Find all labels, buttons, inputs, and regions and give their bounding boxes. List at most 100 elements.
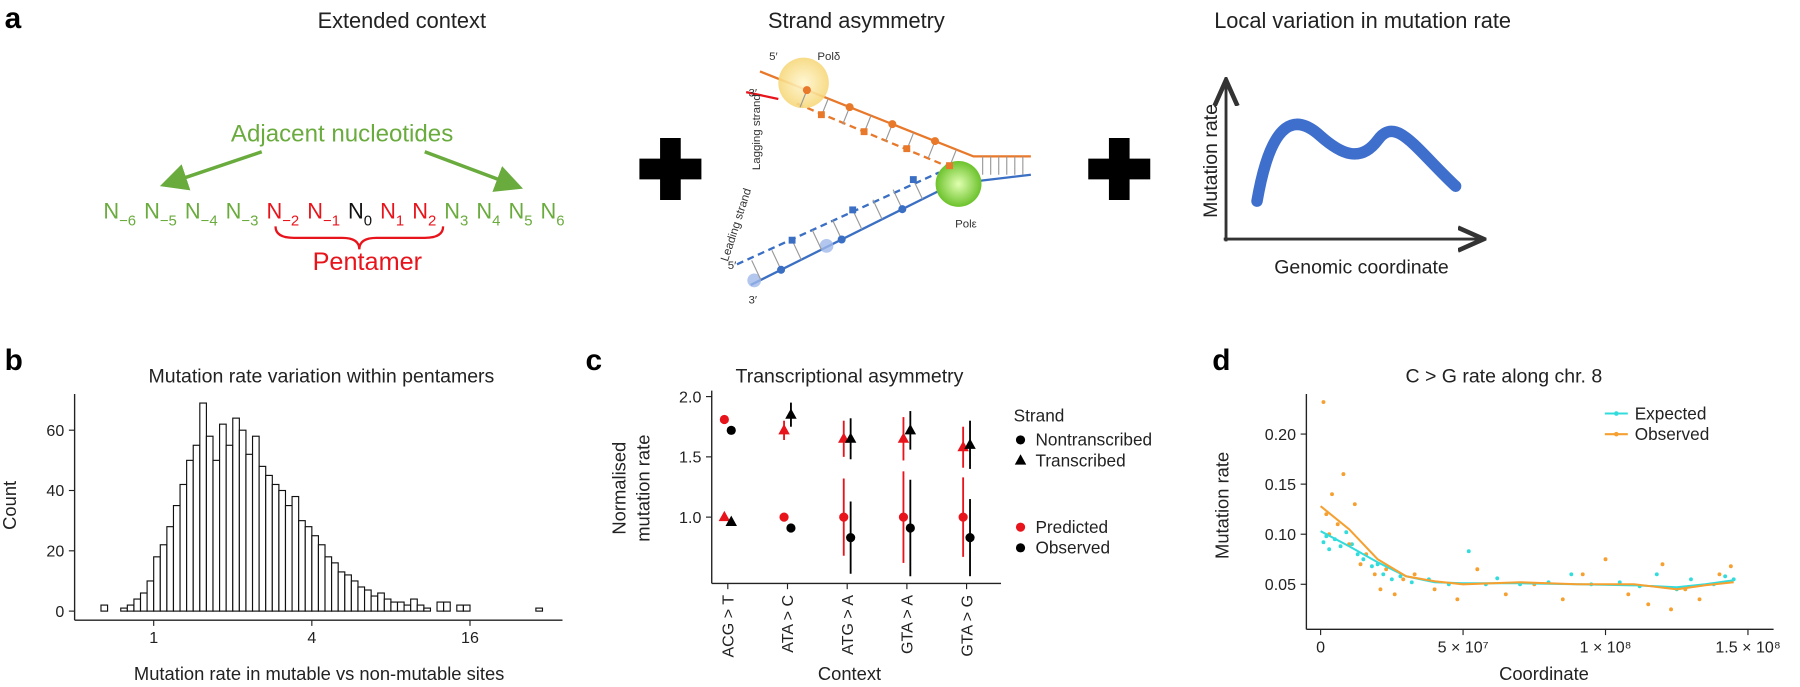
polymerase	[778, 57, 829, 109]
series-line	[1319, 505, 1734, 591]
scatter-point	[1654, 572, 1659, 577]
x-tick-label: 1 × 10⁸	[1580, 638, 1632, 656]
histogram-bar	[172, 505, 181, 612]
nucleotide: N	[541, 198, 557, 223]
histogram-bar	[390, 601, 399, 612]
legend-label: Observed	[1635, 424, 1710, 444]
histogram-bar	[225, 444, 234, 612]
legend-label: Predicted	[1035, 517, 1108, 537]
point-marker	[846, 533, 856, 543]
scatter-point	[1401, 577, 1406, 582]
histogram-bar	[186, 459, 194, 612]
nucleotide-index: −5	[160, 212, 177, 229]
brace	[274, 226, 445, 250]
y-tick-label: 0	[55, 603, 64, 621]
x-tick-label: 16	[461, 629, 479, 647]
y-axis-label: Count	[0, 481, 20, 530]
nucleotide: N	[185, 198, 201, 223]
scatter-point	[1689, 577, 1693, 582]
strand-end: 3′	[748, 294, 757, 306]
histogram-bar	[317, 544, 326, 612]
scatter-point	[1324, 512, 1329, 517]
scatter-point	[1330, 492, 1334, 497]
arrow	[159, 150, 263, 191]
strand-label: Lagging strand	[751, 94, 763, 170]
histogram-bar	[126, 604, 135, 612]
nucleotide-index: 3	[460, 212, 468, 229]
chart-title: Transcriptional asymmetry	[736, 366, 964, 388]
nucleotide-dot	[788, 236, 796, 244]
histogram-bar	[363, 589, 372, 612]
point-marker	[844, 432, 857, 443]
histogram-bar	[238, 429, 247, 612]
nucleotide-dot	[777, 265, 786, 274]
x-tick-label: ACG > T	[720, 595, 738, 658]
nucleotide-index: −2	[282, 212, 299, 229]
point-marker	[725, 515, 737, 526]
histogram-bar	[232, 417, 240, 612]
scatter-point	[1495, 576, 1500, 581]
panel-title: Extended context	[318, 8, 486, 33]
nucleotide-index: 4	[492, 212, 500, 229]
histogram-bar	[219, 423, 227, 612]
scatter-point	[1503, 592, 1508, 597]
legend-swatch	[1015, 522, 1026, 532]
histogram-bar	[284, 505, 293, 612]
histogram-bar	[291, 495, 300, 612]
point-marker	[1014, 454, 1027, 465]
point-marker	[778, 424, 790, 435]
point-marker	[964, 438, 976, 449]
scatter-point	[1717, 572, 1722, 577]
legend-label: Nontranscribed	[1035, 430, 1152, 450]
y-axis-label: Mutation rate	[1211, 452, 1232, 559]
histogram-bar	[370, 595, 379, 612]
panel-letter: c	[585, 344, 602, 377]
scatter-point	[1455, 597, 1460, 602]
x-axis-label: Coordinate	[1499, 663, 1589, 684]
histogram-bar	[258, 465, 267, 612]
nucleotide: N	[103, 198, 119, 223]
x-axis-label: Mutation rate in mutable vs non-mutable …	[134, 663, 504, 684]
nucleotide-dot	[817, 111, 825, 119]
histogram-bar	[344, 574, 352, 612]
legend-label: Observed	[1035, 538, 1110, 558]
histogram-bar	[192, 444, 201, 612]
y-tick-label: 40	[46, 482, 64, 500]
chart-title: Mutation rate variation within pentamers	[149, 366, 495, 388]
point-marker	[726, 425, 736, 435]
scatter-point	[1412, 572, 1417, 577]
point-marker	[786, 523, 796, 533]
nucleotide-index: 6	[556, 212, 564, 229]
nucleotide: N	[444, 198, 460, 223]
panel-letter: d	[1212, 344, 1230, 377]
scatter-point	[1378, 587, 1383, 592]
nucleotide-index: 0	[364, 212, 372, 229]
scatter-point	[1335, 522, 1340, 527]
nucleotide-dot	[802, 86, 811, 95]
histogram-bar	[304, 526, 313, 612]
histogram-bar	[251, 435, 260, 612]
y-tick-label: 0.10	[1265, 526, 1296, 544]
scatter-point	[1580, 572, 1585, 577]
panel-letter: a	[5, 2, 22, 35]
scatter-point	[1626, 592, 1631, 597]
histogram-bar	[462, 604, 471, 612]
histogram-bar	[265, 474, 273, 612]
scatter-point	[1569, 572, 1574, 577]
x-tick-label: ATG > A	[839, 595, 857, 655]
scatter-point	[1560, 597, 1565, 602]
legend-swatch	[1015, 543, 1026, 553]
nucleotide-dot	[849, 206, 857, 214]
x-tick-label: GTA > A	[899, 595, 917, 654]
strand-end: 5′	[728, 260, 737, 272]
scatter-point	[1384, 567, 1389, 572]
histogram-bar	[416, 604, 425, 612]
nucleotide: N	[508, 198, 524, 223]
scatter-point	[1475, 567, 1480, 572]
point-marker	[839, 512, 849, 522]
panel-title: Strand asymmetry	[768, 8, 945, 33]
scatter-point	[1723, 574, 1728, 579]
legend-swatch	[1614, 411, 1619, 416]
nucleotide-index: 2	[428, 212, 436, 229]
